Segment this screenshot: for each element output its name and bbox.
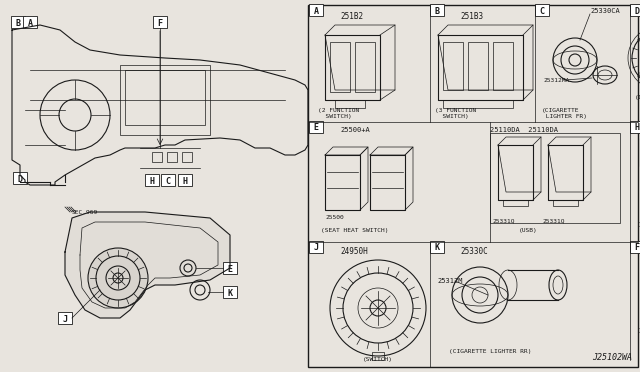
Text: C: C — [166, 176, 170, 186]
Text: J: J — [63, 314, 67, 324]
Text: 25330C: 25330C — [460, 247, 488, 256]
Text: 25331Q: 25331Q — [543, 218, 565, 223]
Bar — [58, 312, 72, 324]
Bar — [468, 42, 488, 90]
Bar — [161, 174, 175, 186]
Bar — [630, 4, 640, 16]
Bar — [630, 121, 640, 133]
Text: F: F — [634, 244, 639, 253]
Text: (AIR CON. SWITCH): (AIR CON. SWITCH) — [637, 222, 640, 227]
Text: (2 FUNCTION
  SWITCH): (2 FUNCTION SWITCH) — [318, 108, 359, 119]
Text: (SWITCH): (SWITCH) — [363, 357, 393, 362]
Bar — [335, 100, 365, 108]
Bar — [145, 174, 159, 186]
Text: (SEAT HEAT SWITCH): (SEAT HEAT SWITCH) — [321, 228, 388, 233]
Text: (DRIVE POSITION
    SWITCH): (DRIVE POSITION SWITCH) — [635, 95, 640, 106]
Text: B: B — [15, 19, 20, 28]
Text: 25312M: 25312M — [437, 278, 463, 284]
Text: 25330CA: 25330CA — [590, 8, 620, 14]
Circle shape — [88, 248, 148, 308]
Text: 25312MA: 25312MA — [543, 78, 569, 83]
Bar — [152, 152, 162, 162]
Bar — [182, 152, 192, 162]
Text: D: D — [17, 174, 22, 183]
Bar — [11, 16, 25, 28]
Text: K: K — [227, 289, 232, 298]
Bar — [223, 286, 237, 298]
Bar — [493, 42, 513, 90]
Text: C: C — [540, 6, 545, 16]
Bar — [443, 42, 463, 90]
Bar — [430, 4, 444, 16]
Text: H: H — [150, 176, 154, 186]
Text: J: J — [314, 244, 319, 253]
Bar — [372, 352, 384, 360]
Text: 251B2: 251B2 — [340, 12, 363, 21]
Text: E: E — [227, 264, 232, 273]
Bar — [330, 42, 350, 92]
Bar — [355, 42, 375, 92]
Text: J25102WA: J25102WA — [592, 353, 632, 362]
Bar — [553, 200, 578, 206]
Text: 25500+A: 25500+A — [340, 127, 370, 133]
Bar — [443, 100, 513, 108]
Text: (USB): (USB) — [518, 228, 538, 233]
Text: 25110DA  25110DA: 25110DA 25110DA — [490, 127, 558, 133]
Bar — [223, 262, 237, 274]
Bar — [309, 121, 323, 133]
Text: 25331Q: 25331Q — [493, 218, 515, 223]
Bar — [503, 200, 528, 206]
Bar — [153, 16, 167, 28]
Text: H: H — [182, 176, 188, 186]
Bar — [309, 241, 323, 253]
Bar — [490, 133, 620, 223]
Bar — [167, 152, 177, 162]
Bar — [125, 70, 205, 125]
Text: D: D — [634, 6, 639, 16]
Text: (3 FUNCTION
  SWITCH): (3 FUNCTION SWITCH) — [435, 108, 476, 119]
Polygon shape — [65, 212, 230, 318]
Bar — [309, 4, 323, 16]
Bar — [178, 174, 192, 186]
Bar — [23, 16, 37, 28]
Text: (CIGARETTE
 LIGHTER FR): (CIGARETTE LIGHTER FR) — [542, 108, 587, 119]
Text: F: F — [157, 19, 163, 28]
Text: A: A — [28, 19, 33, 28]
Text: A: A — [314, 6, 319, 16]
Text: SEC.969: SEC.969 — [72, 211, 99, 215]
Text: H: H — [634, 124, 639, 132]
Text: B: B — [435, 6, 440, 16]
Bar — [535, 4, 549, 16]
Text: (CIGARETTE LIGHTER RR): (CIGARETTE LIGHTER RR) — [449, 349, 531, 354]
Bar — [120, 65, 210, 135]
Bar — [308, 5, 638, 367]
Circle shape — [330, 260, 426, 356]
Text: E: E — [314, 124, 319, 132]
Bar — [13, 172, 27, 184]
Text: K: K — [435, 244, 440, 253]
Text: 25500: 25500 — [326, 215, 344, 220]
Text: 251B3: 251B3 — [460, 12, 483, 21]
Text: 24950H: 24950H — [340, 247, 368, 256]
Bar — [630, 241, 640, 253]
Bar — [430, 241, 444, 253]
Text: (HAZARD
 SWITCH): (HAZARD SWITCH) — [637, 328, 640, 339]
